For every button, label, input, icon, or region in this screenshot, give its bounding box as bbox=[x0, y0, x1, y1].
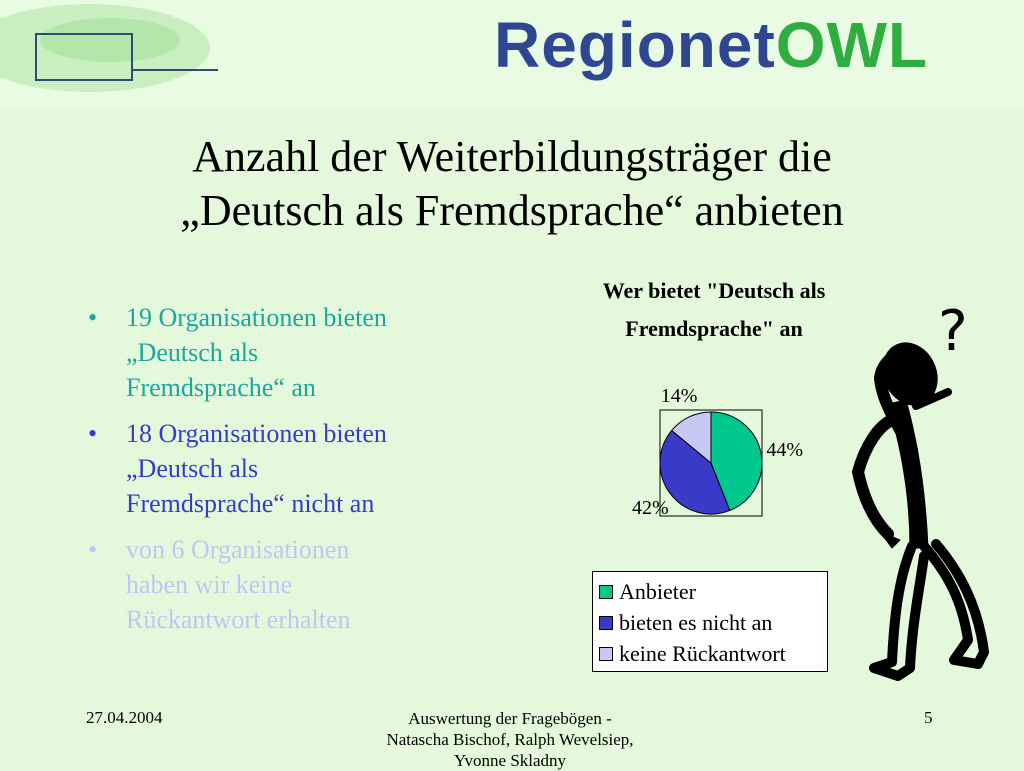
pie-value-label: 44% bbox=[766, 439, 803, 461]
pie-slice-anbieter bbox=[710, 411, 763, 512]
bullet-line: von 6 Organisationen bbox=[126, 535, 350, 564]
regionet-owl-logo: RegionetOWL bbox=[470, 6, 1020, 92]
pie-slice-keine-antwort bbox=[670, 411, 712, 465]
bullet-line: Fremdsprache“ nicht an bbox=[126, 489, 375, 518]
legend-item-nicht-an: bieten es nicht an bbox=[599, 607, 827, 638]
bullet-item-nicht-anbieter: • 18 Organisationen bieten „Deutsch als … bbox=[86, 416, 486, 521]
bullet-marker: • bbox=[88, 419, 98, 448]
title-line-1: Anzahl der Weiterbildungsträger die bbox=[192, 132, 832, 181]
legend-label: keine Rückantwort bbox=[619, 640, 786, 666]
legend-label: bieten es nicht an bbox=[619, 609, 773, 635]
bullet-list: • 19 Organisationen bieten „Deutsch als … bbox=[86, 300, 486, 648]
bullet-line: Rückantwort erhalten bbox=[126, 605, 351, 634]
bullet-line: „Deutsch als bbox=[126, 338, 259, 367]
logo-owl-text: OWL bbox=[775, 9, 929, 81]
legend-swatch bbox=[599, 646, 613, 661]
footer-authors-line: Yvonne Skladny bbox=[453, 751, 567, 770]
legend-swatch bbox=[599, 615, 613, 630]
pie-labels: 44% 42% 14% bbox=[632, 385, 803, 519]
bullet-item-keine-antwort: • von 6 Organisationen haben wir keine R… bbox=[86, 532, 486, 637]
pie-slices bbox=[659, 411, 763, 515]
question-mark: ? bbox=[938, 300, 968, 364]
bullet-marker: • bbox=[88, 303, 98, 332]
header-band: RegionetOWL bbox=[0, 0, 1024, 108]
chart-title-line-2: Fremdsprache" an bbox=[625, 316, 802, 341]
bullet-line: 18 Organisationen bieten bbox=[126, 419, 387, 448]
pie-slice-nicht-an bbox=[659, 429, 731, 515]
bullet-line: 19 Organisationen bieten bbox=[126, 303, 387, 332]
thinking-person-question-mark-icon: ? bbox=[852, 300, 989, 681]
bullet-marker: • bbox=[88, 535, 98, 564]
chart-title-line-1: Wer bietet "Deutsch als bbox=[603, 278, 826, 303]
footer-authors-line: Auswertung der Fragebögen - bbox=[408, 709, 612, 728]
footer-authors-line: Natascha Bischof, Ralph Wevelsiep, bbox=[386, 730, 634, 749]
footer-page-number: 5 bbox=[924, 708, 933, 727]
legend-item-keine-antwort: keine Rückantwort bbox=[599, 638, 827, 669]
pie-chart: Wer bietet "Deutsch als Fremdsprache" an… bbox=[603, 278, 826, 519]
logo-regionet-text: Regionet bbox=[494, 9, 776, 81]
title-line-2: „Deutsch als Fremdsprache“ anbieten bbox=[180, 186, 844, 235]
footer-authors: Auswertung der Fragebögen - Natascha Bis… bbox=[360, 708, 660, 771]
bullet-line: Fremdsprache“ an bbox=[126, 373, 316, 402]
slide-title: Anzahl der Weiterbildungsträger die „Deu… bbox=[80, 130, 944, 238]
eye-logo-icon bbox=[0, 4, 218, 92]
bullet-line: „Deutsch als bbox=[126, 454, 259, 483]
chart-legend: Anbieter bieten es nicht an keine Rückan… bbox=[592, 571, 828, 672]
legend-label: Anbieter bbox=[619, 578, 696, 604]
legend-swatch bbox=[599, 584, 613, 599]
footer-date: 27.04.2004 bbox=[86, 708, 163, 727]
legend-item-anbieter: Anbieter bbox=[599, 576, 827, 607]
bullet-line: haben wir keine bbox=[126, 570, 293, 599]
pie-value-label: 42% bbox=[632, 497, 669, 519]
bullet-item-anbieter: • 19 Organisationen bieten „Deutsch als … bbox=[86, 300, 486, 405]
pie-value-label: 14% bbox=[661, 385, 698, 407]
